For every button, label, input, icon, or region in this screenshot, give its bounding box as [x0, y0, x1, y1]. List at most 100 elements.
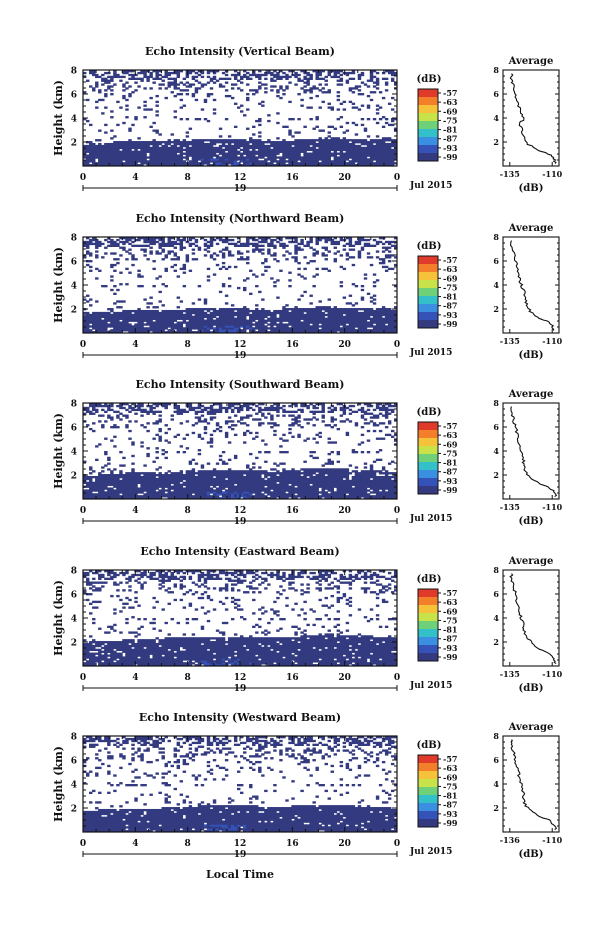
heatmap-cell	[215, 321, 220, 324]
heatmap-cell	[194, 325, 199, 328]
heatmap-cell	[92, 493, 96, 496]
heatmap-cell	[149, 238, 153, 242]
heatmap-cell	[86, 300, 90, 303]
heatmap-cell	[390, 150, 395, 153]
heatmap-cell	[351, 244, 356, 247]
heatmap-cell	[152, 306, 156, 309]
heatmap-cell	[185, 323, 190, 326]
heatmap-cell	[276, 260, 280, 263]
heatmap-cell	[273, 311, 277, 315]
heatmap-cell	[381, 323, 386, 326]
heatmap-cell	[158, 329, 162, 332]
heatmap-cell	[324, 137, 328, 140]
heatmap-cell	[315, 142, 319, 146]
heatmap-cell	[372, 317, 377, 320]
heatmap-cell	[110, 265, 114, 269]
heatmap-cell	[137, 319, 141, 322]
heatmap-cell	[345, 237, 350, 240]
heatmap-cell	[161, 313, 165, 317]
heatmap-cell	[333, 317, 338, 320]
heatmap-cell	[255, 89, 259, 92]
heatmap-cell	[285, 311, 289, 315]
heatmap-cell	[200, 70, 205, 73]
heatmap-cell	[381, 317, 386, 320]
heatmap-cell	[372, 85, 377, 88]
heatmap-cell	[387, 323, 392, 326]
heatmap-cell	[315, 154, 319, 157]
heatmap-cell	[173, 240, 177, 244]
heatmap-cell	[170, 146, 174, 150]
heatmap-cell	[291, 308, 295, 311]
heatmap-cell	[354, 154, 359, 157]
heatmap-cell	[330, 331, 334, 334]
heatmap-cell	[86, 119, 90, 123]
heatmap-cell	[152, 309, 156, 313]
heatmap-cell	[116, 327, 120, 330]
heatmap-cell	[276, 112, 280, 115]
heatmap-cell	[149, 246, 153, 249]
heatmap-cell	[116, 317, 120, 320]
heatmap-cell	[164, 269, 168, 272]
heatmap-cell	[194, 144, 199, 148]
heatmap-cell	[333, 148, 338, 152]
heatmap-cell	[393, 321, 398, 324]
heatmap-cell	[372, 325, 377, 328]
heatmap-cell	[243, 139, 247, 142]
heatmap-cell	[98, 327, 102, 330]
heatmap-cells	[83, 237, 398, 334]
heatmap-cell	[327, 319, 331, 322]
heatmap-cell	[291, 327, 295, 330]
heatmap-cell	[306, 321, 310, 324]
heatmap-cell	[243, 142, 247, 146]
heatmap-cell	[291, 118, 295, 121]
heatmap-cell	[282, 71, 286, 75]
heatmap-cell	[164, 156, 168, 159]
heatmap-cell	[131, 263, 135, 267]
heatmap-cell	[264, 319, 268, 322]
heatmap-cell	[297, 321, 301, 324]
heatmap-cell	[366, 313, 371, 317]
heatmap-cell	[285, 141, 289, 144]
heatmap-cell	[143, 70, 147, 73]
heatmap-cell	[209, 160, 214, 163]
heatmap-cell	[167, 71, 171, 75]
heatmap-cell	[227, 162, 232, 165]
heatmap-cell	[143, 313, 147, 317]
heatmap-cell	[176, 331, 181, 334]
heatmap-cell	[378, 315, 383, 319]
x-tick-label: 4	[132, 173, 138, 183]
heatmap-cell	[212, 152, 217, 155]
heatmap-cell	[155, 144, 159, 148]
heatmap-cell	[158, 164, 162, 167]
heatmap-cell	[209, 323, 214, 326]
heatmap-cell	[258, 309, 262, 313]
heatmap-cell	[300, 294, 304, 297]
heatmap-cell	[197, 319, 202, 322]
y-axis-label: Height (km)	[52, 247, 65, 323]
heatmap-cell	[375, 156, 380, 159]
heatmap-cell	[113, 158, 117, 161]
x-tick-label: 16	[286, 173, 299, 183]
heatmap-cell	[312, 142, 316, 146]
heatmap-cell	[315, 73, 319, 77]
heatmap-cell	[200, 85, 205, 88]
heatmap-cell	[252, 160, 256, 163]
heatmap-cell	[375, 242, 380, 246]
heatmap-cell	[381, 152, 386, 155]
heatmap-cell	[381, 137, 386, 140]
heatmap-cell	[297, 311, 301, 315]
heatmap-cell	[116, 152, 120, 155]
heatmap-cell	[393, 71, 398, 75]
heatmap-cell	[303, 146, 307, 150]
heatmap-cell	[179, 313, 184, 317]
heatmap-cell	[134, 142, 138, 146]
heatmap-cell	[194, 156, 199, 159]
heatmap-cell	[158, 237, 162, 240]
heatmap-cell	[384, 144, 389, 148]
heatmap-cell	[179, 98, 184, 102]
heatmap-cell	[158, 156, 162, 159]
heatmap-cell	[363, 244, 368, 247]
heatmap-cell	[273, 252, 277, 255]
heatmap-cell	[116, 288, 120, 292]
heatmap-cell	[203, 160, 208, 163]
